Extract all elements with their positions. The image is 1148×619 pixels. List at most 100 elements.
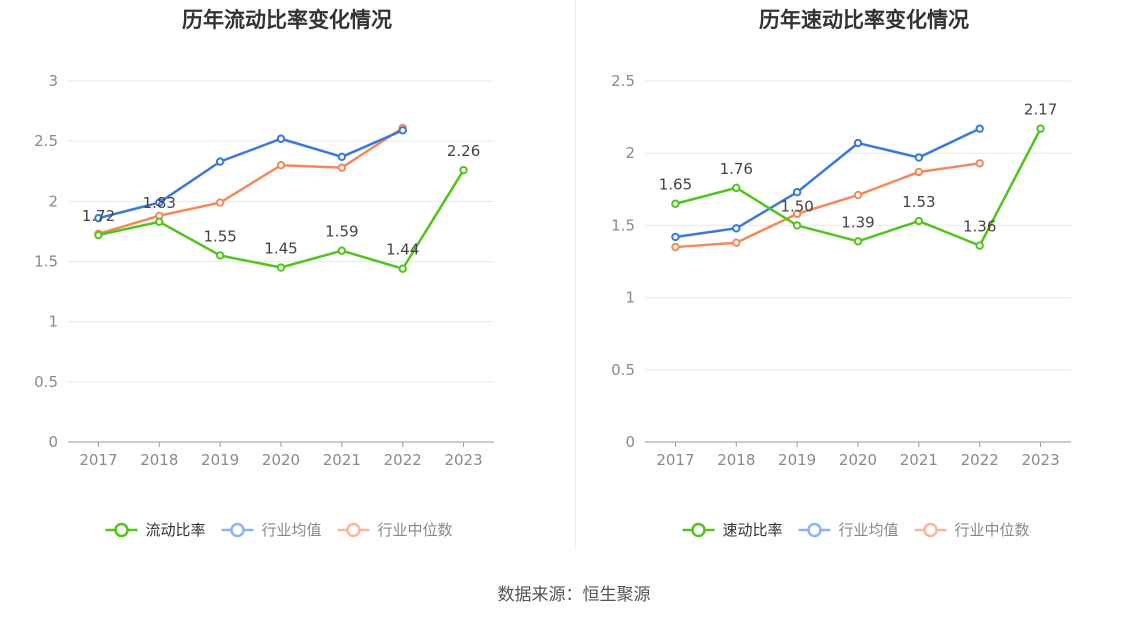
data-label: 1.59 <box>325 223 358 241</box>
data-point <box>671 242 680 252</box>
y-tick-label: 1 <box>625 289 635 307</box>
y-tick-label: 1.5 <box>611 216 635 234</box>
chart-title: 历年流动比率变化情况 <box>182 8 392 32</box>
data-point <box>276 161 286 170</box>
data-label: 2.26 <box>447 142 480 160</box>
data-point <box>914 167 924 177</box>
legend-marker <box>230 522 245 538</box>
data-point <box>792 209 802 219</box>
data-point <box>94 213 103 223</box>
panel-divider <box>575 0 576 550</box>
data-point <box>276 134 286 143</box>
data-point <box>914 153 924 162</box>
series-line <box>98 126 404 236</box>
data-point <box>215 198 225 207</box>
data-point <box>155 217 164 226</box>
y-tick-label: 2 <box>625 144 635 162</box>
x-tick-label: 2023 <box>444 451 482 469</box>
series-line <box>675 162 980 249</box>
data-label: 1.72 <box>82 207 115 225</box>
data-point <box>459 165 468 175</box>
data-source: 数据来源：恒生聚源 <box>497 585 651 605</box>
x-tick-label: 2020 <box>262 451 300 469</box>
data-point <box>853 237 863 246</box>
legend-item: 行业中位数 <box>337 521 453 539</box>
x-tick-label: 2018 <box>717 451 755 469</box>
legend-label: 行业中位数 <box>955 521 1030 539</box>
legend-item: 行业均值 <box>798 521 899 539</box>
series-line <box>98 129 404 220</box>
legend-marker <box>691 522 706 538</box>
legend-marker <box>807 522 822 538</box>
data-point <box>671 199 680 208</box>
data-label: 1.39 <box>841 213 874 231</box>
data-point <box>792 187 802 197</box>
x-tick-label: 2021 <box>900 451 938 469</box>
data-point <box>398 264 407 273</box>
data-point <box>792 221 802 230</box>
data-label: 1.50 <box>780 197 813 215</box>
y-tick-label: 0 <box>625 433 635 451</box>
x-tick-label: 2022 <box>384 451 422 469</box>
data-label: 1.44 <box>386 241 419 259</box>
y-tick-label: 2.5 <box>611 72 635 90</box>
legend-item: 行业均值 <box>221 521 322 539</box>
x-tick-label: 2017 <box>79 451 117 469</box>
data-point <box>732 224 741 233</box>
data-point <box>1036 124 1045 133</box>
current-ratio-chart: 历年流动比率变化情况 0 0.5 1 1.5 2 2.5 3 2017 2018 2019 2020… <box>0 0 574 560</box>
data-point <box>853 190 863 200</box>
data-point <box>914 216 924 226</box>
data-point <box>337 163 347 172</box>
data-point <box>398 126 407 135</box>
data-label: 1.83 <box>143 194 176 212</box>
y-tick-label: 0.5 <box>611 361 635 379</box>
data-point <box>337 246 347 255</box>
x-tick-label: 2022 <box>961 451 999 469</box>
quick-ratio-chart: 历年速动比率变化情况 0 0.5 1 1.5 2 2.5 2017 2018 2019 2020 2… <box>577 0 1148 560</box>
data-label: 1.45 <box>264 240 297 258</box>
y-tick-label: 0.5 <box>34 373 58 391</box>
x-tick-label: 2019 <box>778 451 816 469</box>
legend-label: 行业均值 <box>839 521 899 539</box>
series-line <box>675 127 981 239</box>
x-tick-label: 2023 <box>1021 451 1059 469</box>
y-tick-label: 1 <box>48 313 58 331</box>
legend-label: 行业均值 <box>262 521 322 539</box>
data-point <box>215 157 225 166</box>
x-tick-label: 2019 <box>201 451 239 469</box>
data-label: 2.17 <box>1024 101 1057 119</box>
data-point <box>975 159 984 168</box>
y-tick-label: 2 <box>48 192 58 210</box>
data-point <box>276 263 286 272</box>
y-tick-label: 0 <box>48 433 58 451</box>
data-label: 1.53 <box>902 193 935 211</box>
legend-label: 行业中位数 <box>378 521 453 539</box>
legend-marker <box>346 522 361 538</box>
current-ratio-plot: 0 0.5 1 1.5 2 2.5 3 2017 2018 2019 2020 2021 2022 202… <box>34 72 494 539</box>
y-tick-label: 2.5 <box>34 132 58 150</box>
data-label: 1.65 <box>659 176 692 194</box>
data-label: 1.76 <box>720 160 753 178</box>
chart-title: 历年速动比率变化情况 <box>759 8 969 32</box>
data-point <box>215 251 225 260</box>
data-point <box>155 198 164 207</box>
y-tick-label: 1.5 <box>34 253 58 271</box>
x-tick-label: 2018 <box>140 451 178 469</box>
legend-label: 速动比率 <box>723 521 783 539</box>
legend-item: 流动比率 <box>105 521 206 539</box>
data-point <box>732 238 741 247</box>
legend-item: 行业中位数 <box>914 521 1030 539</box>
data-point <box>732 183 741 193</box>
data-point <box>975 124 984 133</box>
x-tick-label: 2021 <box>323 451 361 469</box>
data-label: 1.55 <box>203 227 236 245</box>
data-point <box>853 138 863 148</box>
data-point <box>94 230 103 240</box>
data-point <box>337 152 347 162</box>
x-tick-label: 2017 <box>656 451 694 469</box>
data-label: 1.36 <box>963 218 996 236</box>
data-point <box>975 241 984 250</box>
quick-ratio-plot: 0 0.5 1 1.5 2 2.5 2017 2018 2019 2020 2021 2022 2023… <box>611 72 1071 539</box>
legend-marker <box>114 522 129 538</box>
